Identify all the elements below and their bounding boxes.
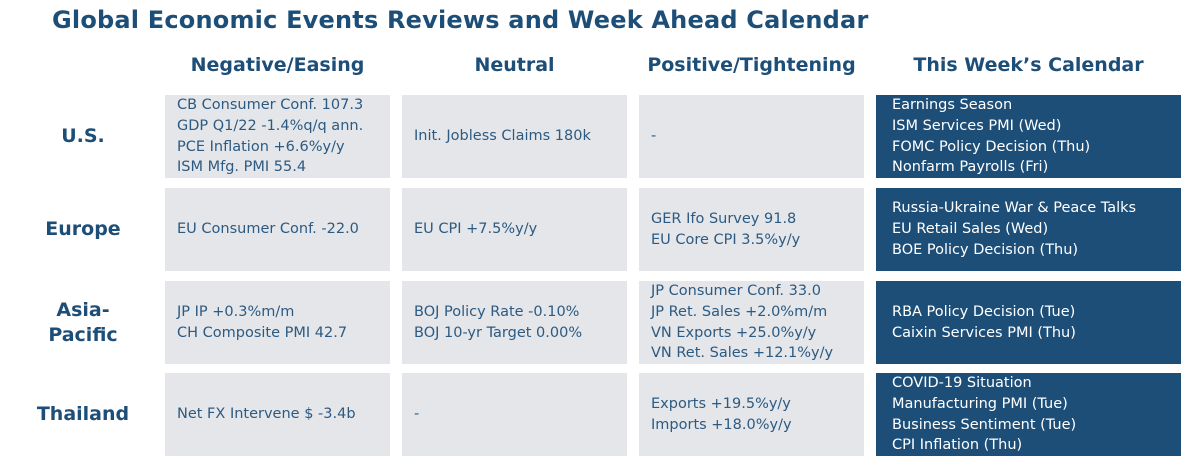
cell-europe-neutral: EU CPI +7.5%y/y	[402, 188, 627, 271]
row-label-line: Thailand	[36, 403, 130, 425]
page-title: Global Economic Events Reviews and Week …	[52, 6, 869, 34]
cell-asia-pacific-neutral: BOJ Policy Rate -0.10% BOJ 10-yr Target 0…	[402, 281, 627, 364]
cell-text-line: RBA Policy Decision (Tue)	[892, 303, 1076, 320]
cell-text-line: Init. Jobless Claims 180k	[414, 128, 591, 145]
cell-thailand-negative: Net FX Intervene $ -3.4b	[165, 373, 390, 456]
cell-text-line: EU CPI +7.5%y/y	[414, 221, 538, 238]
row-label-asia-pacific: Asia- Pacific	[10, 281, 156, 364]
cell-text-line: COVID-19 Situation	[892, 374, 1032, 391]
row-label-us: U.S.	[10, 95, 156, 178]
cell-europe-negative: EU Consumer Conf. -22.0	[165, 188, 390, 271]
cell-text-line: EU Retail Sales (Wed)	[892, 221, 1049, 238]
cell-text-line: GER Ifo Survey 91.8	[651, 210, 797, 227]
row-label-thailand: Thailand	[10, 373, 156, 456]
cell-text-line: GDP Q1/22 -1.4%q/q ann.	[177, 117, 364, 134]
cell-text-line: EU Consumer Conf. -22.0	[177, 221, 359, 238]
cell-us-calendar: Earnings Season ISM Services PMI (Wed) FOM…	[876, 95, 1181, 178]
cell-thailand-neutral: -	[402, 373, 627, 456]
row-label-line: Pacific	[48, 323, 118, 346]
cell-text-line: BOJ 10-yr Target 0.00%	[414, 324, 583, 341]
cell-us-negative: CB Consumer Conf. 107.3 GDP Q1/22 -1.4%q/…	[165, 95, 390, 178]
cell-text-line: Net FX Intervene $ -3.4b	[177, 406, 356, 423]
cell-text-line: ISM Mfg. PMI 55.4	[177, 159, 307, 176]
column-header-calendar: This Week’s Calendar	[913, 54, 1144, 76]
cell-text-line: Exports +19.5%y/y	[651, 395, 791, 412]
cell-text-line: JP IP +0.3%m/m	[177, 303, 295, 320]
row-label-europe: Europe	[10, 188, 156, 271]
cell-thailand-positive: Exports +19.5%y/y Imports +18.0%y/y	[639, 373, 864, 456]
cell-europe-calendar: Russia-Ukraine War & Peace Talks EU Retai…	[876, 188, 1181, 271]
cell-us-positive: -	[639, 95, 864, 178]
cell-text-line: CPI Inflation (Thu)	[892, 437, 1023, 454]
cell-text-line: EU Core CPI 3.5%y/y	[651, 231, 801, 248]
row-label-line: U.S.	[61, 125, 105, 147]
cell-text-line: FOMC Policy Decision (Thu)	[892, 138, 1091, 155]
cell-thailand-calendar: COVID-19 Situation Manufacturing PMI (Tue…	[876, 373, 1181, 456]
cell-text-line: PCE Inflation +6.6%y/y	[177, 138, 345, 155]
cell-text-line: CB Consumer Conf. 107.3	[177, 96, 364, 113]
cell-text-line: Manufacturing PMI (Tue)	[892, 395, 1068, 412]
cell-text-line: ISM Services PMI (Wed)	[892, 117, 1062, 134]
cell-text-line: Caixin Services PMI (Thu)	[892, 324, 1076, 341]
cell-text-line: Business Sentiment (Tue)	[892, 416, 1077, 433]
cell-asia-pacific-negative: JP IP +0.3%m/m CH Composite PMI 42.7	[165, 281, 390, 364]
cell-text-line: Russia-Ukraine War & Peace Talks	[892, 200, 1137, 217]
cell-europe-positive: GER Ifo Survey 91.8 EU Core CPI 3.5%y/y	[639, 188, 864, 271]
cell-text-line: JP Consumer Conf. 33.0	[651, 282, 821, 299]
cell-text-line: VN Ret. Sales +12.1%y/y	[651, 345, 834, 362]
column-header-positive: Positive/Tightening	[647, 54, 856, 76]
cell-asia-pacific-calendar: RBA Policy Decision (Tue) Caixin Services…	[876, 281, 1181, 364]
cell-text-line: -	[651, 128, 657, 145]
cell-text-line: BOJ Policy Rate -0.10%	[414, 303, 580, 320]
cell-asia-pacific-positive: JP Consumer Conf. 33.0 JP Ret. Sales +2.0…	[639, 281, 864, 364]
cell-text-line: -	[414, 406, 420, 423]
cell-text-line: Earnings Season	[892, 96, 1013, 113]
cell-text-line: JP Ret. Sales +2.0%m/m	[651, 303, 828, 320]
column-header-negative: Negative/Easing	[190, 54, 365, 76]
row-label-line: Europe	[45, 218, 121, 240]
cell-text-line: Nonfarm Payrolls (Fri)	[892, 159, 1049, 176]
cell-text-line: VN Exports +25.0%y/y	[651, 324, 817, 341]
cell-text-line: CH Composite PMI 42.7	[177, 324, 348, 341]
column-header-neutral: Neutral	[474, 54, 555, 76]
row-label-line: Asia-	[56, 298, 110, 321]
cell-us-neutral: Init. Jobless Claims 180k	[402, 95, 627, 178]
cell-text-line: BOE Policy Decision (Thu)	[892, 241, 1079, 258]
cell-text-line: Imports +18.0%y/y	[651, 416, 792, 433]
